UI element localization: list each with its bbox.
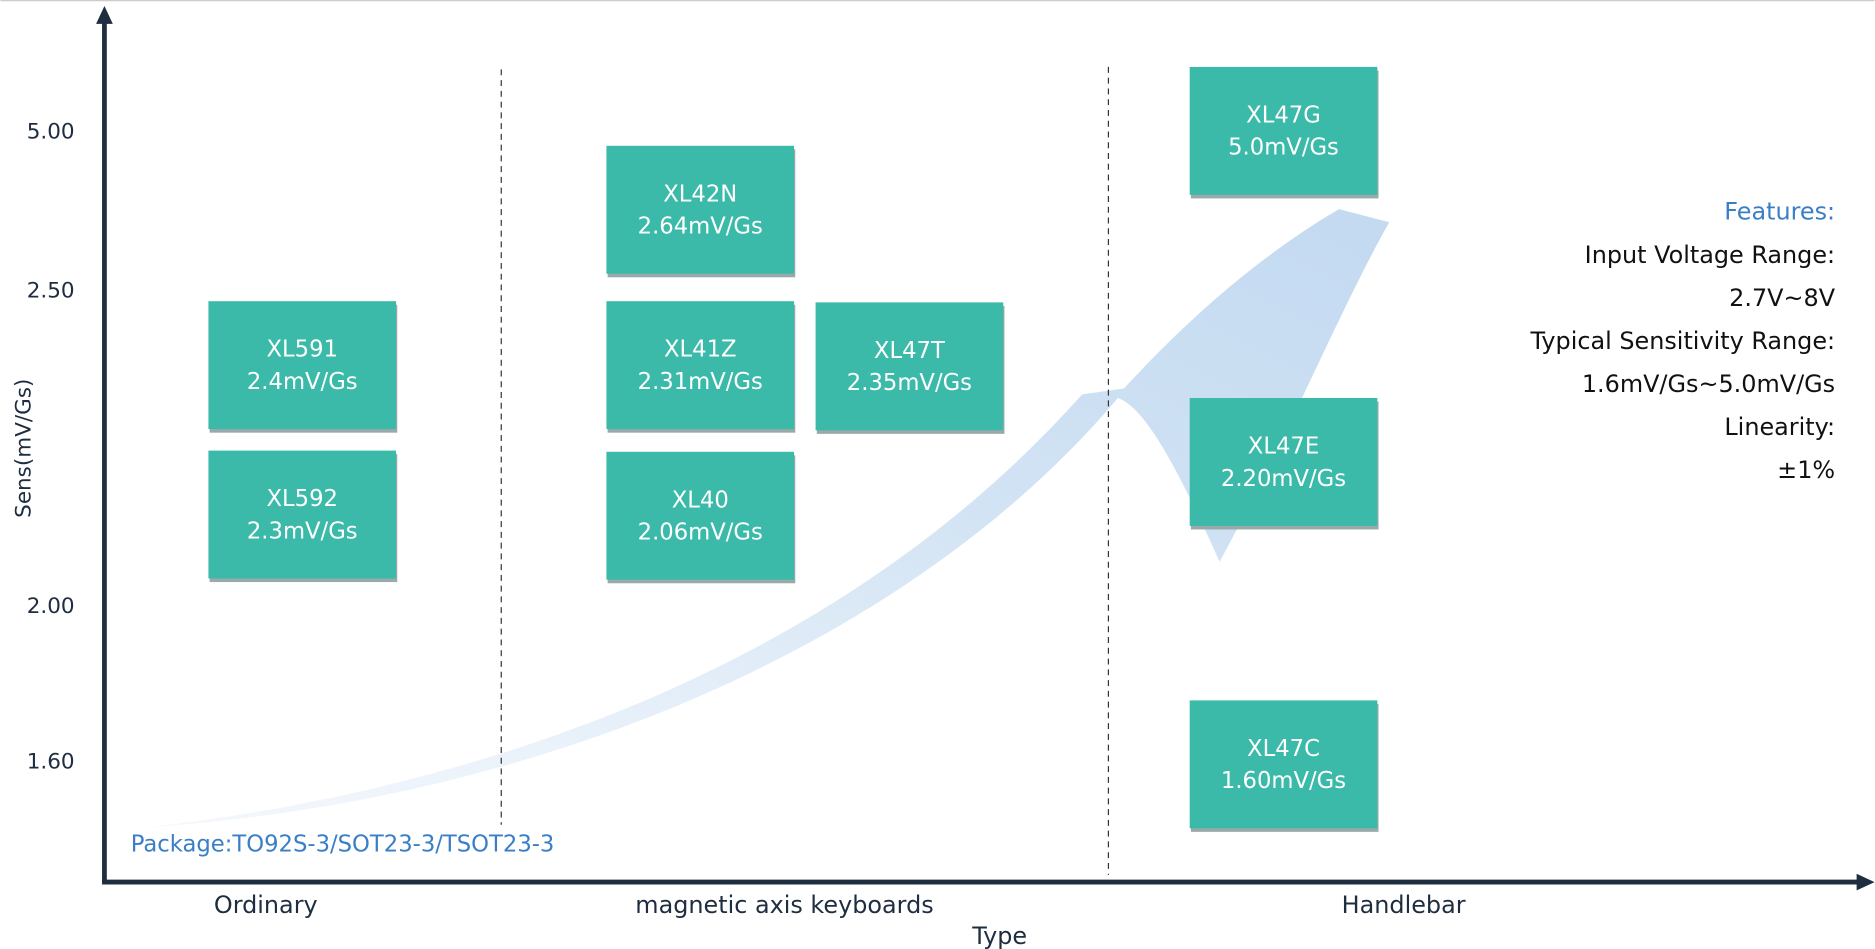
y-tick-label: 1.60 [27,750,75,775]
product-name: XL41Z [664,337,737,363]
product-sensitivity: 1.60mV/Gs [1221,768,1346,794]
product-sensitivity: 2.4mV/Gs [247,369,358,395]
product-box [1189,700,1378,829]
category-label: Handlebar [1342,891,1466,919]
product-sensitivity: 2.3mV/Gs [247,518,358,544]
product-name: XL40 [672,487,729,513]
product-name: XL592 [266,486,338,512]
y-title: Sens(mV/Gs) [11,379,36,518]
product-box [606,145,795,274]
product-name: XL47E [1248,434,1319,460]
product-name: XL42N [663,181,737,207]
product-box [815,302,1004,431]
y-tick-label: 5.00 [27,120,75,145]
feature-line: Input Voltage Range: [1585,241,1835,269]
product-name: XL591 [266,337,338,363]
x-title: Type [971,922,1027,949]
y-arrow [96,5,113,24]
features-title: Features: [1724,198,1835,226]
content: 5.00 2.50 2.00 1.60 Ordinary magnetic axis ke… [27,66,1836,919]
product-box [208,450,397,579]
growth-arrow [149,209,1390,828]
product-name: XL47C [1247,736,1320,762]
package: Package:TO92S-3/SOT23-3/TSOT23-3 [131,832,555,858]
product-sensitivity: 2.35mV/Gs [847,370,972,396]
feature-line: Typical Sensitivity Range: [1530,327,1836,355]
product-name: XL47G [1246,102,1321,128]
feature-line: 1.6mV/Gs~5.0mV/Gs [1582,370,1835,398]
product-sensitivity: 5.0mV/Gs [1228,135,1339,161]
y-tick-label: 2.00 [27,594,75,619]
feature-line: ±1% [1777,456,1835,484]
product-sensitivity: 2.31mV/Gs [638,369,763,395]
product-box [208,301,397,430]
category-label: magnetic axis keyboards [635,891,933,919]
x-arrow [1856,873,1875,891]
product-box [1189,398,1378,526]
feature-line: Linearity: [1724,413,1835,441]
product-sensitivity: 2.20mV/Gs [1221,466,1346,492]
y-tick-label: 2.50 [27,279,75,304]
category-label: Ordinary [214,891,318,919]
product-sensitivity: 2.64mV/Gs [638,214,763,240]
product-box [1189,66,1378,195]
product-box [606,301,795,430]
product-name: XL47T [874,338,945,364]
product-box [606,451,795,580]
product-sensitivity: 2.06mV/Gs [638,520,763,546]
feature-line: 2.7V~8V [1729,284,1836,312]
